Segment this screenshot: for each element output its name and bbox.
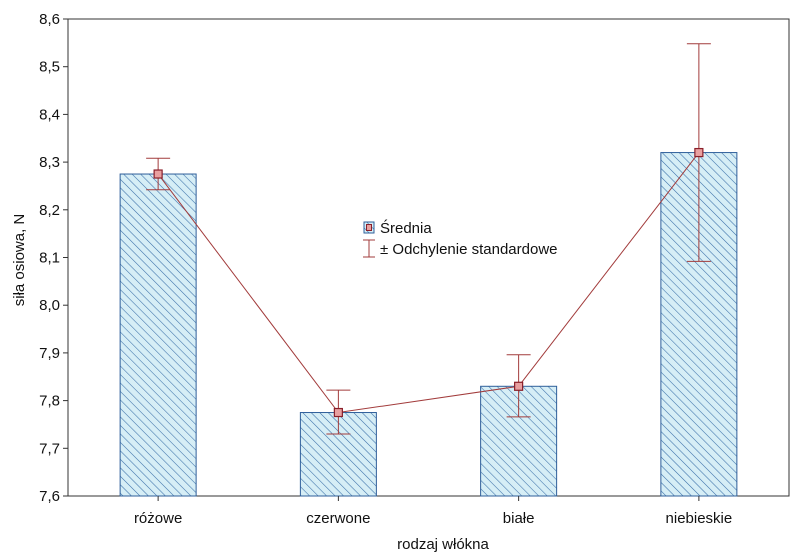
x-axis: różowe czerwone białe niebieskie [134, 496, 732, 527]
y-tick-label: 8,1 [39, 250, 60, 267]
y-tick-label: 8,5 [39, 59, 60, 76]
mean-marker-0 [153, 169, 163, 179]
mean-marker-3 [694, 147, 704, 158]
y-tick-label: 7,7 [39, 440, 60, 457]
error-bars [146, 43, 711, 435]
mean-line [157, 152, 700, 414]
legend-label-sd: ± Odchylenie standardowe [380, 241, 558, 258]
mean-marker-2 [514, 381, 524, 391]
legend-label-mean: Średnia [380, 219, 432, 237]
bars [119, 152, 738, 497]
mean-line-group [157, 152, 700, 414]
y-axis: 7,6 7,7 7,8 7,9 8,0 8,1 8,2 8,3 8,4 8,5 8,6 [39, 11, 68, 505]
y-tick-label: 8,3 [39, 154, 60, 171]
x-axis-title: rodzaj włókna [397, 536, 489, 553]
y-tick-label: 7,9 [39, 345, 60, 362]
y-tick-label: 7,6 [39, 488, 60, 505]
mean-marker-1 [333, 407, 343, 418]
bar-0 [119, 173, 197, 497]
y-tick-label: 7,8 [39, 393, 60, 410]
y-tick-label: 8,6 [39, 11, 60, 28]
x-tick-label: czerwone [306, 510, 370, 527]
legend-marker-mean [366, 224, 372, 231]
bar-3 [660, 152, 738, 497]
x-tick-label: białe [503, 510, 535, 527]
legend: Średnia ± Odchylenie standardowe [363, 219, 558, 258]
mean-markers [153, 147, 704, 418]
y-tick-label: 8,4 [39, 106, 60, 123]
y-axis-title: siła osiowa, N [11, 214, 28, 307]
y-tick-label: 8,2 [39, 202, 60, 219]
y-tick-label: 8,0 [39, 297, 60, 314]
x-tick-label: różowe [134, 510, 182, 527]
x-tick-label: niebieskie [666, 510, 733, 527]
